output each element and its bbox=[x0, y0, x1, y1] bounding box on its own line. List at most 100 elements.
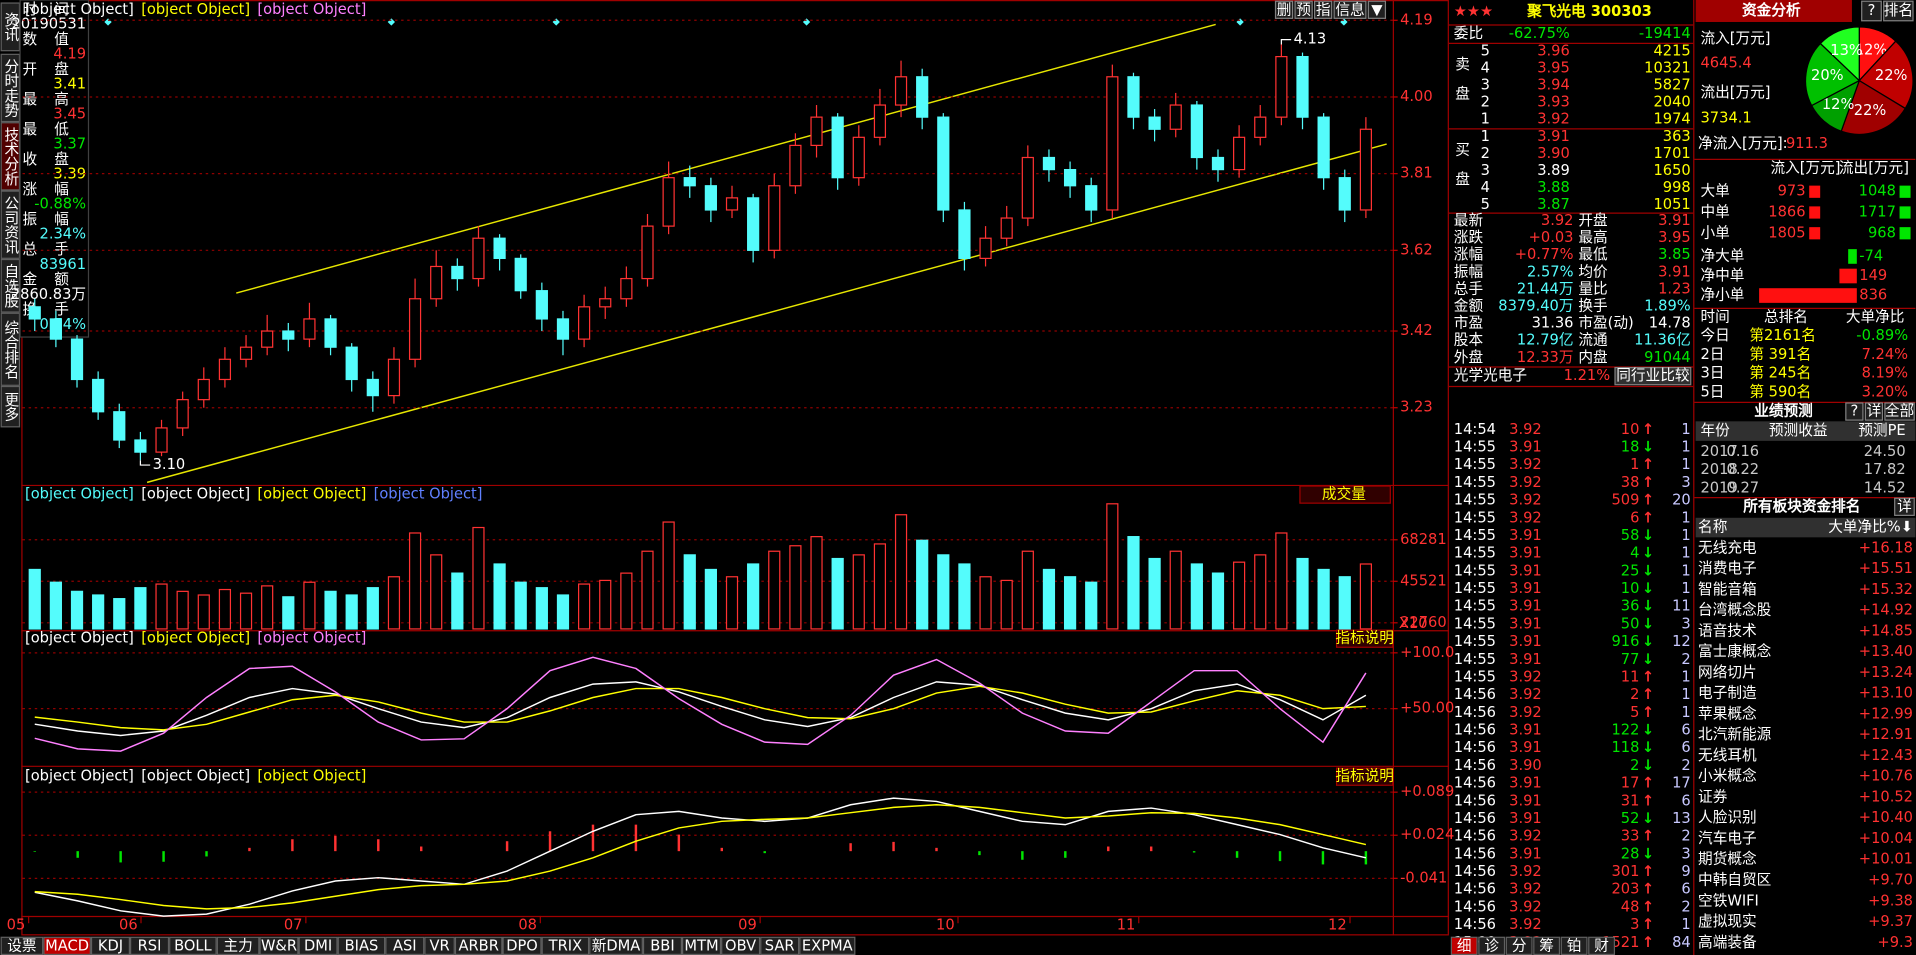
right-tab[interactable] bbox=[1505, 936, 1533, 955]
side-tab[interactable] bbox=[0, 312, 21, 386]
volume-bar bbox=[1042, 568, 1056, 630]
trade-price: 3.91 bbox=[1509, 845, 1542, 862]
forecast-button-label: ? bbox=[1850, 403, 1858, 420]
volume-bar bbox=[1127, 536, 1140, 630]
toolbar-label: 信息 bbox=[1335, 1, 1364, 18]
info-value: 3.41 bbox=[53, 76, 86, 93]
high-pointer bbox=[1280, 39, 1292, 45]
right-tab[interactable] bbox=[1478, 936, 1506, 955]
volume-bar bbox=[261, 585, 274, 630]
bottom-tab[interactable] bbox=[454, 936, 503, 955]
sector-name: 期货概念 bbox=[1698, 850, 1757, 868]
toolbar-button[interactable] bbox=[1274, 0, 1294, 19]
sector-name: 语音技术 bbox=[1698, 622, 1757, 639]
bottom-tab[interactable] bbox=[216, 936, 260, 955]
stat-value: 3.95 bbox=[1658, 229, 1691, 246]
bottom-tab[interactable] bbox=[385, 936, 425, 955]
indicator-button[interactable] bbox=[1335, 629, 1394, 648]
candle-body bbox=[1275, 55, 1288, 118]
toolbar-button[interactable] bbox=[1333, 0, 1367, 19]
pie-label: 22% bbox=[1875, 67, 1908, 84]
book-volume: 5827 bbox=[1653, 76, 1690, 93]
bottom-tab[interactable] bbox=[682, 936, 722, 955]
right-tab[interactable] bbox=[1588, 936, 1616, 955]
toolbar-button[interactable] bbox=[1367, 0, 1387, 19]
book-volume: 1650 bbox=[1653, 162, 1690, 179]
bottom-tab-label: 主力 bbox=[223, 937, 252, 954]
right-tab[interactable] bbox=[1533, 936, 1561, 955]
bottom-tab[interactable] bbox=[799, 936, 856, 955]
trade-direction: ↑ bbox=[1642, 686, 1654, 703]
info-label: 涨幅 bbox=[23, 181, 86, 198]
forecast-button[interactable] bbox=[1864, 402, 1884, 421]
info-value: 0.74% bbox=[40, 316, 87, 333]
bottom-tab[interactable] bbox=[259, 936, 299, 955]
bottom-tab[interactable] bbox=[130, 936, 170, 955]
rank-button[interactable] bbox=[1883, 0, 1914, 22]
sector-button[interactable] bbox=[1894, 497, 1915, 516]
indicator-button[interactable] bbox=[1299, 485, 1391, 504]
industry-button[interactable] bbox=[1614, 366, 1692, 386]
side-tab[interactable] bbox=[0, 258, 21, 313]
help-button[interactable] bbox=[1861, 0, 1882, 22]
bottom-tab[interactable] bbox=[90, 936, 131, 955]
bottom-tab[interactable] bbox=[760, 936, 800, 955]
trade-volume: 11 bbox=[1621, 668, 1640, 685]
book-level: 4 bbox=[1481, 179, 1490, 196]
sector-value: +12.91 bbox=[1859, 726, 1913, 743]
book-price: 3.96 bbox=[1537, 42, 1570, 59]
bottom-tab[interactable] bbox=[541, 936, 590, 955]
toolbar-button[interactable] bbox=[1294, 0, 1313, 19]
fund-title: 资金分析 bbox=[1742, 1, 1801, 19]
side-tab[interactable] bbox=[0, 2, 21, 52]
net-bar bbox=[1759, 288, 1857, 303]
candle-body bbox=[472, 237, 485, 280]
trade-volume: 5 bbox=[1630, 704, 1639, 721]
sector-value: +14.92 bbox=[1859, 602, 1913, 619]
indicator-button-label: 指标说明 bbox=[1335, 768, 1394, 785]
bottom-tab-label: MACD bbox=[45, 937, 89, 954]
forecast-button-label: 详 bbox=[1867, 403, 1882, 420]
bottom-tab[interactable] bbox=[169, 936, 217, 955]
forecast-button[interactable] bbox=[1884, 402, 1915, 421]
side-tab[interactable] bbox=[0, 190, 21, 259]
bottom-tab[interactable] bbox=[721, 936, 761, 955]
side-tab[interactable] bbox=[0, 385, 21, 428]
forecast-button-label: 全部 bbox=[1885, 402, 1914, 420]
volume-bar bbox=[430, 554, 443, 630]
trade-count: 1 bbox=[1681, 704, 1690, 721]
trade-time: 14:56 bbox=[1454, 704, 1496, 721]
trade-volume: 38 bbox=[1621, 474, 1640, 491]
bottom-tab[interactable] bbox=[589, 936, 643, 955]
net-label: 净流入[万元]: bbox=[1698, 135, 1788, 152]
right-tab[interactable] bbox=[1560, 936, 1588, 955]
bottom-tab[interactable] bbox=[502, 936, 542, 955]
forecast-header-bg bbox=[1695, 421, 1916, 441]
bottom-tab[interactable] bbox=[642, 936, 683, 955]
volume-bar bbox=[535, 587, 548, 630]
info-label: 数值 bbox=[23, 31, 86, 48]
trade-volume: 6 bbox=[1630, 509, 1639, 526]
bottom-tab[interactable] bbox=[0, 936, 44, 955]
toolbar-button[interactable] bbox=[1313, 0, 1333, 19]
bottom-tab[interactable] bbox=[43, 936, 91, 955]
candle-body bbox=[303, 318, 316, 340]
right-tab[interactable] bbox=[1450, 936, 1478, 955]
trade-time: 14:55 bbox=[1454, 492, 1496, 509]
month-label: 05 bbox=[7, 917, 26, 934]
rank-button-label: 排名 bbox=[1884, 2, 1913, 19]
bottom-tab[interactable] bbox=[337, 936, 386, 955]
rank-value: 第 245名 bbox=[1749, 364, 1811, 382]
forecast-button[interactable] bbox=[1845, 402, 1864, 421]
side-tab[interactable] bbox=[0, 122, 21, 191]
bottom-tab[interactable] bbox=[424, 936, 455, 955]
bottom-tab-label: 新DMA bbox=[592, 937, 641, 954]
book-level: 5 bbox=[1481, 196, 1490, 213]
y-tick-label: 4.00 bbox=[1400, 88, 1433, 105]
volume-bar bbox=[1254, 554, 1267, 630]
bottom-tab[interactable] bbox=[298, 936, 338, 955]
indicator-button[interactable] bbox=[1335, 767, 1394, 786]
side-tab[interactable] bbox=[0, 53, 21, 123]
trade-count: 12 bbox=[1672, 633, 1691, 650]
weibi-pct: -62.75% bbox=[1509, 25, 1570, 42]
